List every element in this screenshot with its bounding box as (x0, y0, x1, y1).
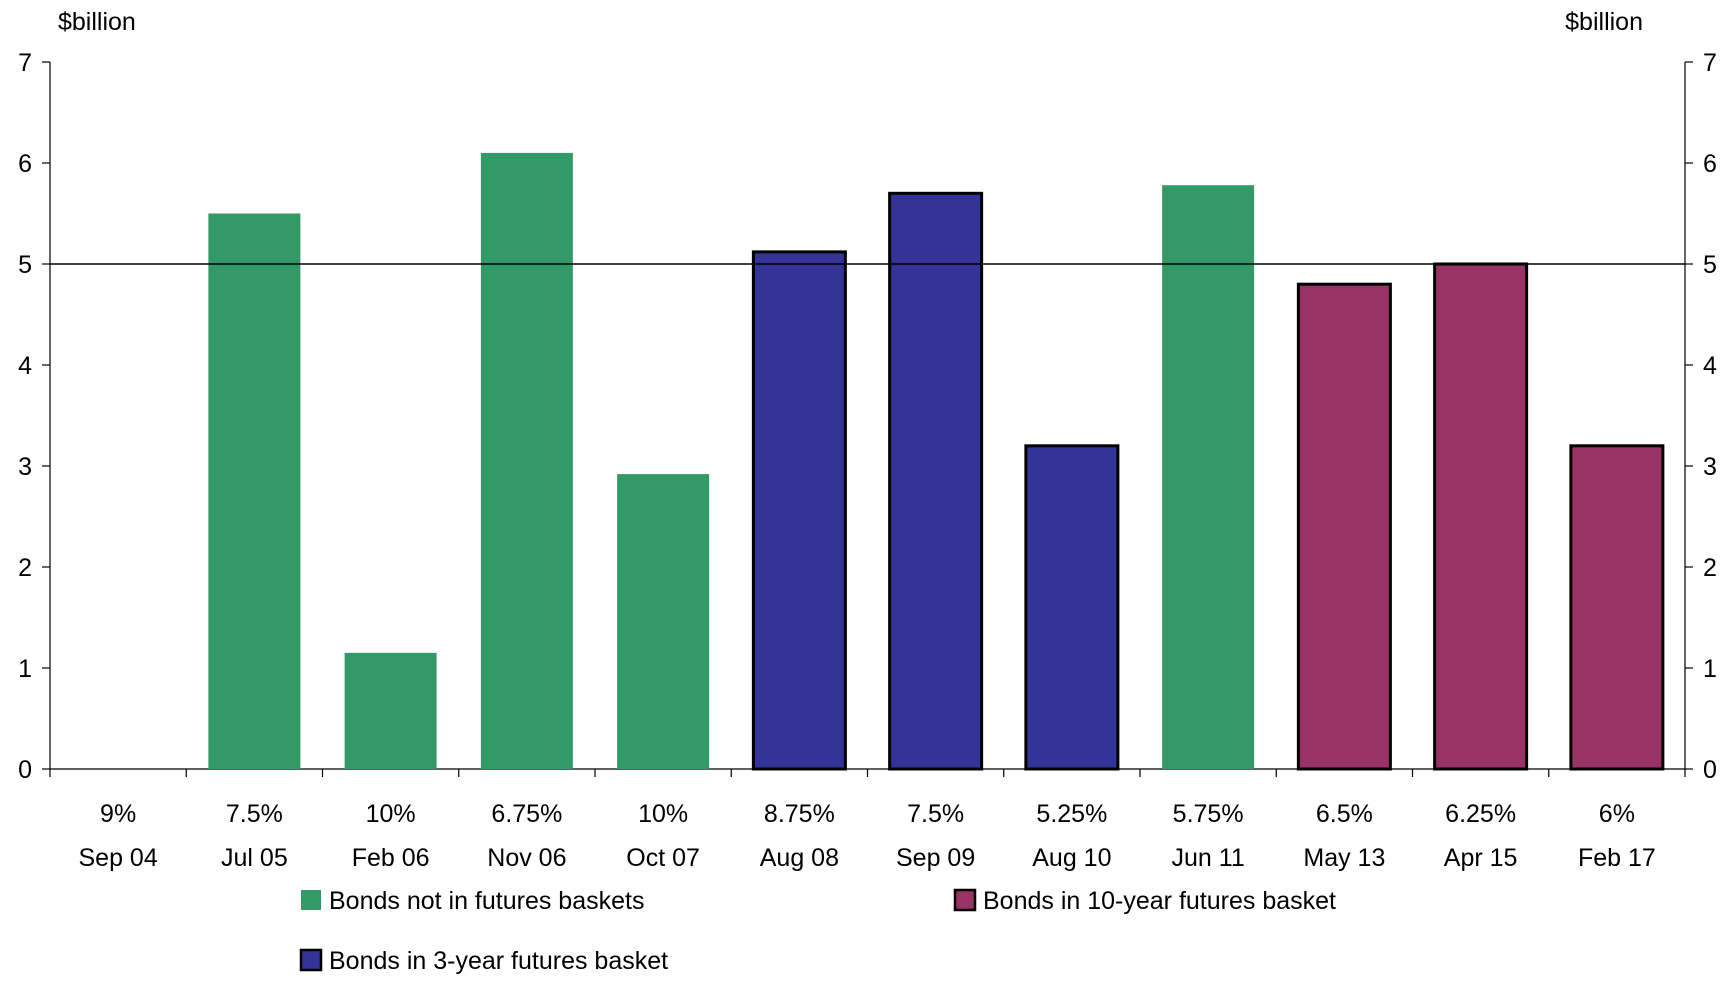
right-y-tick-label: 6 (1703, 150, 1717, 178)
legend-label: Bonds not in futures baskets (329, 887, 644, 915)
x-category-date-label: Feb 17 (1578, 844, 1656, 872)
legend-label: Bonds in 3-year futures basket (329, 947, 668, 975)
x-category-coupon-label: 6.25% (1445, 800, 1516, 828)
left-y-tick-label: 1 (18, 655, 32, 683)
right-y-tick-label: 4 (1703, 352, 1717, 380)
legend-swatch (301, 890, 321, 910)
left-y-tick-label: 3 (18, 453, 32, 481)
left-y-tick-label: 4 (18, 352, 32, 380)
x-category-date-label: Apr 15 (1444, 844, 1518, 872)
right-y-tick-label: 7 (1703, 49, 1717, 77)
x-category-coupon-label: 10% (366, 800, 416, 828)
bar-jul-05 (208, 213, 301, 769)
x-category-coupon-label: 6% (1599, 800, 1635, 828)
x-category-coupon-label: 7.5% (226, 800, 283, 828)
x-category-date-label: Oct 07 (626, 844, 700, 872)
x-category-date-label: Nov 06 (487, 844, 566, 872)
x-category-date-label: Feb 06 (352, 844, 430, 872)
right-y-tick-label: 1 (1703, 655, 1717, 683)
x-category-date-label: Aug 10 (1032, 844, 1111, 872)
bar-feb-17 (1569, 444, 1665, 771)
left-y-tick-label: 0 (18, 756, 32, 784)
legend: Bonds not in futures baskets Bonds in 3-y… (299, 887, 1336, 975)
bar-apr-15 (1433, 262, 1529, 771)
left-axis-unit-label: $billion (58, 8, 136, 36)
right-y-tick-label: 3 (1703, 453, 1717, 481)
legend-swatch (953, 888, 977, 912)
bar-nov-06 (480, 152, 573, 769)
bar-feb-06 (344, 652, 437, 769)
x-category-coupon-label: 5.25% (1036, 800, 1107, 828)
bar-sep-09 (888, 191, 984, 771)
left-y-tick-label: 5 (18, 251, 32, 279)
x-category-coupon-label: 9% (100, 800, 136, 828)
bar-jun-11 (1162, 185, 1255, 770)
x-category-coupon-label: 8.75% (764, 800, 835, 828)
x-category-date-label: Jun 11 (1172, 844, 1245, 872)
bar-may-13 (1296, 282, 1392, 771)
x-category-date-label: Aug 08 (760, 844, 839, 872)
x-category-date-label: Sep 04 (79, 844, 158, 872)
x-category-coupon-label: 7.5% (907, 800, 964, 828)
x-category-coupon-label: 6.5% (1316, 800, 1373, 828)
x-category-coupon-label: 10% (638, 800, 688, 828)
x-category-date-label: Sep 09 (896, 844, 975, 872)
x-category-coupon-label: 6.75% (491, 800, 562, 828)
right-axis-unit-label: $billion (1565, 8, 1643, 36)
bar-oct-07 (617, 474, 710, 769)
legend-swatch (299, 948, 323, 972)
bars-layer (208, 152, 1665, 771)
x-category-coupon-label: 5.75% (1173, 800, 1244, 828)
left-y-tick-label: 6 (18, 150, 32, 178)
labels-layer: 0 0 1 1 2 2 3 3 4 4 5 5 6 6 7 7 $billion $billion 9% Sep 04… (18, 8, 1717, 872)
x-category-date-label: May 13 (1303, 844, 1385, 872)
bar-aug-08 (751, 250, 847, 771)
right-y-tick-label: 0 (1703, 756, 1717, 784)
left-y-tick-label: 7 (18, 49, 32, 77)
right-y-tick-label: 5 (1703, 251, 1717, 279)
legend-label: Bonds in 10-year futures basket (983, 887, 1336, 915)
left-y-tick-label: 2 (18, 554, 32, 582)
x-category-date-label: Jul 05 (221, 844, 288, 872)
axes-layer (42, 61, 1693, 777)
bar-aug-10 (1024, 444, 1120, 771)
right-y-tick-label: 2 (1703, 554, 1717, 582)
